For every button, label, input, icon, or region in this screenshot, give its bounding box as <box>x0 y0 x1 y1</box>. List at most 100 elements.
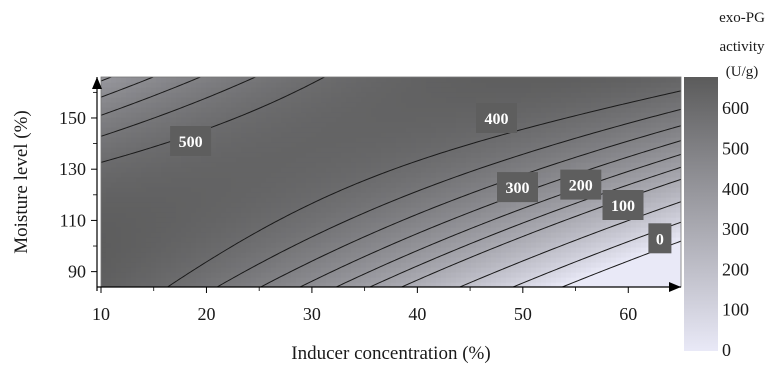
surface-cell <box>116 122 122 128</box>
surface-cell <box>381 82 387 88</box>
surface-cell <box>596 277 602 283</box>
surface-cell <box>576 162 582 168</box>
surface-cell <box>221 167 227 173</box>
surface-cell <box>176 207 182 213</box>
surface-cell <box>481 217 487 223</box>
surface-cell <box>246 142 252 148</box>
surface-cell <box>391 277 397 283</box>
surface-cell <box>626 227 632 233</box>
surface-cell <box>516 107 522 113</box>
surface-cell <box>151 247 157 253</box>
surface-cell <box>316 192 322 198</box>
surface-cell <box>151 237 157 243</box>
surface-cell <box>186 212 192 218</box>
surface-cell <box>481 192 487 198</box>
surface-cell <box>446 257 452 263</box>
surface-cell <box>646 127 652 133</box>
surface-cell <box>471 87 477 93</box>
surface-cell <box>661 107 667 113</box>
surface-cell <box>211 227 217 233</box>
surface-cell <box>571 112 577 118</box>
surface-cell <box>416 167 422 173</box>
surface-cell <box>481 152 487 158</box>
surface-cell <box>286 147 292 153</box>
surface-cell <box>416 87 422 93</box>
surface-cell <box>346 187 352 193</box>
surface-cell <box>286 202 292 208</box>
surface-cell <box>246 232 252 238</box>
surface-cell <box>516 262 522 268</box>
surface-cell <box>566 267 572 273</box>
surface-cell <box>501 77 507 83</box>
surface-cell <box>671 272 677 278</box>
surface-cell <box>246 97 252 103</box>
surface-cell <box>611 237 617 243</box>
surface-cell <box>176 167 182 173</box>
surface-cell <box>321 262 327 268</box>
surface-cell <box>506 217 512 223</box>
surface-cell <box>376 182 382 188</box>
surface-cell <box>231 132 237 138</box>
surface-cell <box>291 127 297 133</box>
surface-cell <box>191 97 197 103</box>
surface-cell <box>171 87 177 93</box>
surface-cell <box>146 102 152 108</box>
surface-cell <box>391 262 397 268</box>
surface-cell <box>411 112 417 118</box>
surface-cell <box>511 212 517 218</box>
surface-cell <box>361 102 367 108</box>
surface-cell <box>156 257 162 263</box>
surface-cell <box>346 112 352 118</box>
surface-cell <box>156 117 162 123</box>
surface-cell <box>291 172 297 178</box>
surface-cell <box>391 162 397 168</box>
surface-cell <box>571 142 577 148</box>
surface-cell <box>206 217 212 223</box>
surface-cell <box>451 187 457 193</box>
surface-cell <box>571 197 577 203</box>
surface-cell <box>491 157 497 163</box>
surface-cell <box>256 77 262 83</box>
surface-cell <box>236 102 242 108</box>
surface-cell <box>401 147 407 153</box>
surface-cell <box>626 117 632 123</box>
surface-cell <box>246 82 252 88</box>
surface-cell <box>226 107 232 113</box>
surface-cell <box>166 262 172 268</box>
surface-cell <box>186 82 192 88</box>
surface-cell <box>676 157 681 163</box>
surface-cell <box>131 162 137 168</box>
surface-cell <box>111 92 117 98</box>
surface-cell <box>521 97 527 103</box>
surface-cell <box>461 272 467 278</box>
surface-cell <box>206 102 212 108</box>
surface-cell <box>561 77 567 83</box>
surface-cell <box>476 202 482 208</box>
surface-cell <box>281 237 287 243</box>
surface-cell <box>456 217 462 223</box>
surface-cell <box>471 112 477 118</box>
surface-cell <box>251 232 257 238</box>
surface-cell <box>316 92 322 98</box>
surface-cell <box>461 267 467 273</box>
surface-cell <box>236 262 242 268</box>
surface-cell <box>336 227 342 233</box>
surface-cell <box>426 77 432 83</box>
surface-cell <box>326 262 332 268</box>
surface-cell <box>486 92 492 98</box>
surface-cell <box>536 192 542 198</box>
surface-cell <box>151 267 157 273</box>
surface-cell <box>186 227 192 233</box>
surface-cell <box>371 187 377 193</box>
surface-cell <box>526 242 532 248</box>
surface-cell <box>566 82 572 88</box>
surface-cell <box>356 172 362 178</box>
surface-cell <box>211 247 217 253</box>
surface-cell <box>566 107 572 113</box>
surface-cell <box>676 82 681 88</box>
surface-cell <box>441 172 447 178</box>
surface-cell <box>536 157 542 163</box>
surface-cell <box>226 227 232 233</box>
surface-cell <box>541 152 547 158</box>
surface-cell <box>651 142 657 148</box>
